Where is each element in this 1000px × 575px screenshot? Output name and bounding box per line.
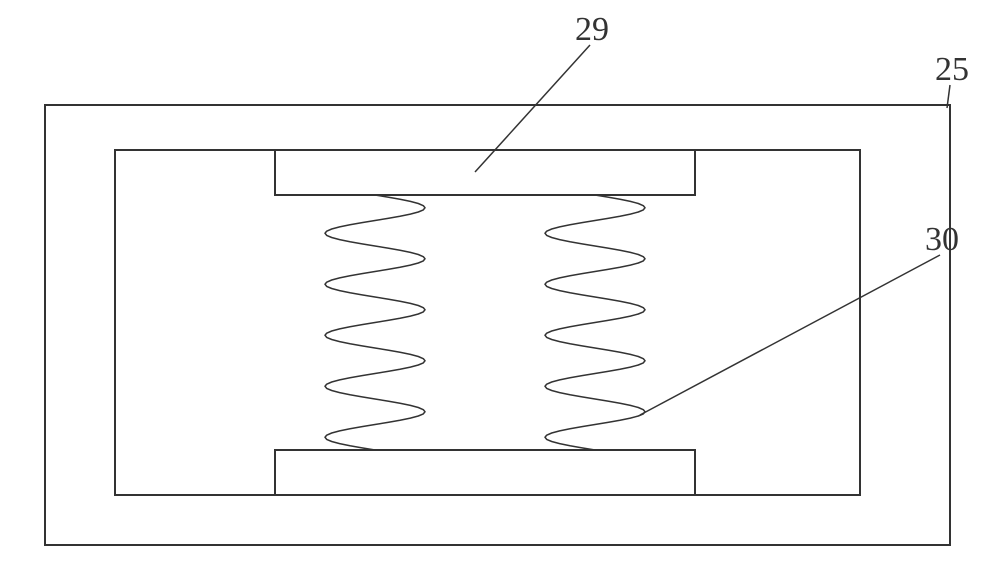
ref-29-label: 29 [575, 11, 609, 48]
outer-housing [45, 105, 950, 545]
bottom-plate [275, 450, 695, 495]
top-plate [275, 150, 695, 195]
mechanical-diagram: 29 25 30 [0, 0, 1000, 575]
ref-30-leader [640, 255, 940, 415]
spring-right [545, 195, 645, 450]
ref-30-label: 30 [925, 221, 959, 258]
ref-29-leader [475, 45, 590, 172]
spring-left [325, 195, 425, 450]
ref-25-label: 25 [935, 51, 969, 88]
inner-cavity [115, 150, 860, 495]
